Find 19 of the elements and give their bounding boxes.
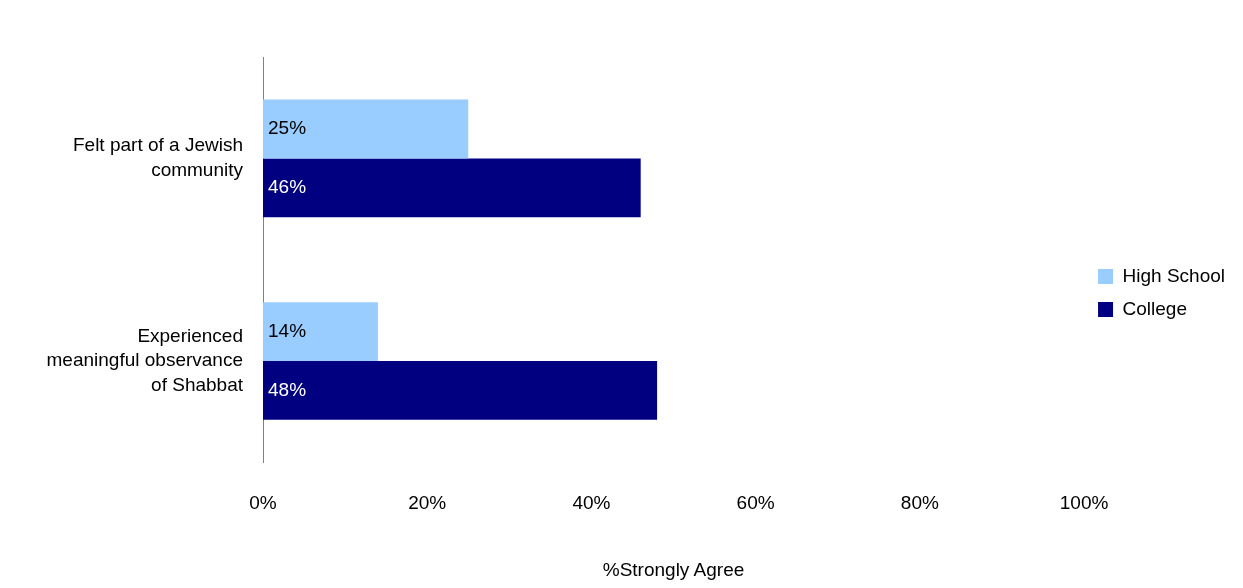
x-axis-title: %Strongly Agree bbox=[602, 558, 745, 580]
x-tick-label: 60% bbox=[736, 492, 775, 514]
legend-label: High School bbox=[1122, 264, 1225, 286]
bar bbox=[263, 361, 658, 420]
x-tick-label: 0% bbox=[249, 492, 277, 514]
y-tick-label: Felt part of a Jewish community bbox=[72, 134, 244, 180]
x-tick-label: 20% bbox=[408, 492, 447, 514]
data-label: 25% bbox=[268, 117, 307, 139]
bar bbox=[263, 99, 469, 159]
y-tick-label: Experienced meaningful observance of Shabbat bbox=[46, 324, 244, 395]
data-label: 48% bbox=[268, 378, 307, 400]
x-tick-label: 80% bbox=[900, 492, 939, 514]
legend-label: College bbox=[1122, 297, 1187, 319]
bar bbox=[263, 302, 378, 362]
data-label: 46% bbox=[268, 176, 307, 198]
x-tick-label: 100% bbox=[1059, 492, 1109, 514]
bar bbox=[263, 158, 641, 218]
data-label: 14% bbox=[268, 319, 307, 341]
x-tick-label: 40% bbox=[572, 492, 611, 514]
